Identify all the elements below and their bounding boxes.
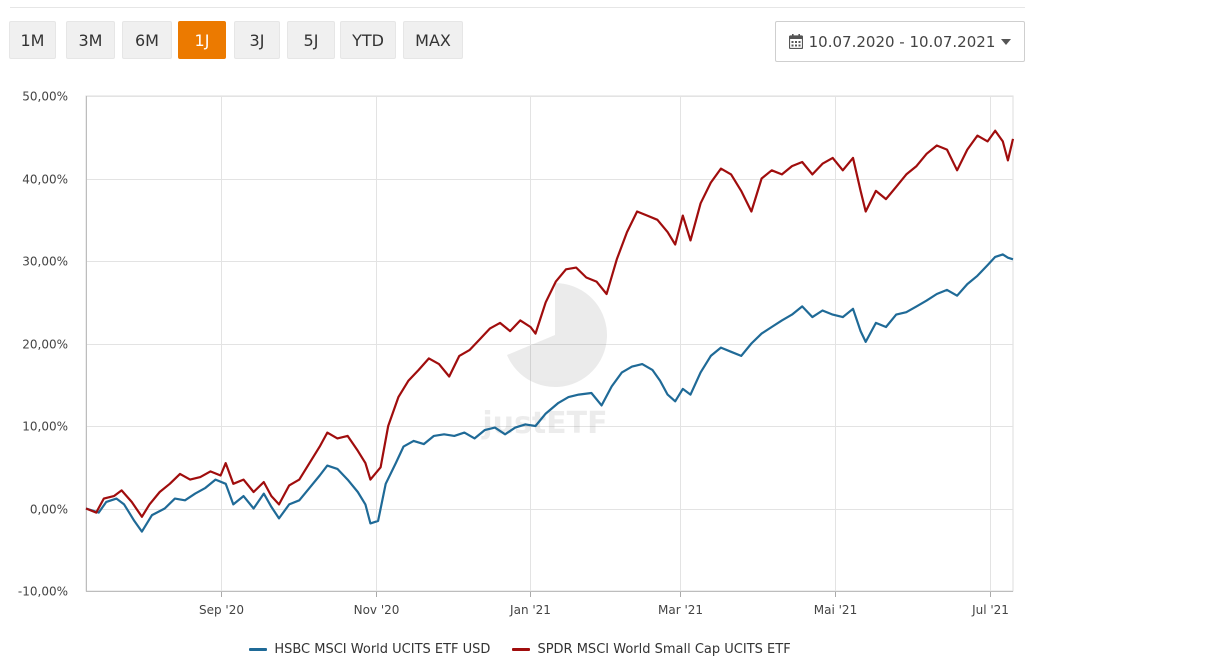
x-tick-label: Jan '21 (509, 603, 551, 617)
x-tick-label: Jul '21 (971, 603, 1009, 617)
x-tick-label: Mar '21 (658, 603, 703, 617)
range-tab-6m[interactable]: 6M (122, 21, 172, 59)
y-tick-label: 40,00% (22, 173, 68, 187)
range-tab-ytd[interactable]: YTD (340, 21, 396, 59)
y-tick-label: 20,00% (22, 338, 68, 352)
y-tick-label: 30,00% (22, 255, 68, 269)
series-line-spdr (85, 129, 1015, 518)
y-tick-label: 50,00% (22, 90, 68, 104)
range-tab-max[interactable]: MAX (403, 21, 463, 59)
watermark-logo: justETF (481, 283, 608, 441)
date-range-picker[interactable]: 10.07.2020 - 10.07.2021 (775, 21, 1025, 62)
legend-item-spdr[interactable]: SPDR MSCI World Small Cap UCITS ETF (512, 641, 791, 657)
x-tick-label: Sep '20 (199, 603, 244, 617)
legend-label-spdr: SPDR MSCI World Small Cap UCITS ETF (537, 641, 791, 657)
caret-down-icon (1001, 38, 1012, 45)
range-tab-3j[interactable]: 3J (234, 21, 280, 59)
legend-swatch-hsbc (249, 647, 268, 651)
performance-chart: -10,00% 0,00% 10,00% 20,00% 30,00% 40,00% 50,0… (18, 90, 1015, 617)
date-range-label: 10.07.2020 - 10.07.2021 (808, 32, 996, 51)
x-tick-label: Mai '21 (814, 603, 857, 617)
series-line-hsbc (85, 253, 1014, 533)
legend-swatch-spdr (512, 647, 531, 651)
chart-legend: HSBC MSCI World UCITS ETF USD SPDR MSCI … (0, 636, 1040, 662)
range-tab-1j[interactable]: 1J (178, 21, 226, 59)
watermark-pie (507, 283, 608, 388)
legend-item-hsbc[interactable]: HSBC MSCI World UCITS ETF USD (249, 642, 490, 657)
y-tick-label: 0,00% (30, 503, 68, 517)
top-divider (10, 7, 1025, 8)
y-tick-label: -10,00% (18, 585, 68, 599)
x-tick-label: Nov '20 (354, 603, 400, 617)
legend-label-hsbc: HSBC MSCI World UCITS ETF USD (274, 641, 491, 657)
range-tab-5j[interactable]: 5J (287, 21, 335, 59)
range-tab-1m[interactable]: 1M (9, 21, 56, 59)
calendar-icon (788, 34, 803, 49)
range-tab-3m[interactable]: 3M (66, 21, 115, 59)
watermark-text: justETF (481, 406, 607, 441)
y-tick-label: 10,00% (22, 420, 68, 434)
